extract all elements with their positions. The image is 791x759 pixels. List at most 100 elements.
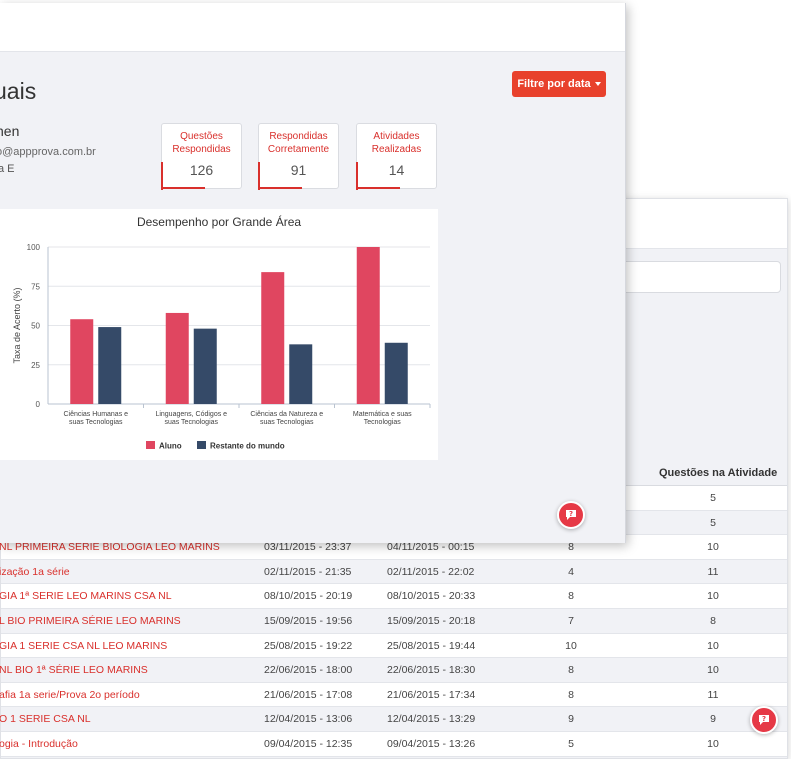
stat-card-questions-answered: Questões Respondidas 126 (161, 123, 242, 190)
performance-chart: Desempenho por Grande Área 0 25 50 75 100 Tax… (0, 209, 438, 460)
row-activity-name[interactable]: L BIO PRIMEIRA SÉRIE LEO MARINS (0, 614, 181, 627)
bar-restante-do-mundo (289, 344, 313, 404)
table-row[interactable]: afia 1a serie/Prova 2o período 21/06/2015… (0, 682, 787, 708)
legend-swatch (146, 441, 155, 449)
row-end-time: 08/10/2015 - 20:33 (387, 590, 476, 603)
row-activity-name[interactable]: afia 1a serie/Prova 2o período (0, 688, 140, 701)
filter-button-label: Filtre por data (517, 78, 591, 90)
row-start-time: 25/08/2015 - 19:22 (264, 639, 353, 652)
row-answered-count: 7 (568, 614, 574, 627)
stat-label-line1: Respondidas (269, 131, 328, 142)
bar-aluno (261, 272, 285, 404)
row-question-count: 10 (707, 590, 719, 603)
x-tick-label: Tecnologias (364, 419, 401, 426)
row-question-count: 8 (710, 614, 716, 627)
bar-restante-do-mundo (98, 327, 122, 404)
row-answered-count: 8 (568, 541, 574, 554)
row-start-time: 09/04/2015 - 12:35 (264, 737, 353, 750)
caret-down-icon (594, 82, 601, 86)
row-answered-count: 8 (568, 664, 574, 677)
y-tick-label: 50 (31, 322, 40, 331)
row-question-count: 5 (710, 516, 716, 529)
row-start-time: 03/11/2015 - 23:37 (264, 541, 352, 554)
table-row[interactable]: ização 1a série 02/11/2015 - 21:35 02/11/2… (0, 559, 787, 585)
svg-text:?: ? (569, 510, 573, 518)
row-activity-name[interactable]: ogia - Introdução (0, 737, 78, 750)
search-input[interactable] (621, 261, 781, 293)
row-end-time: 15/09/2015 - 20:18 (387, 614, 476, 627)
row-end-time: 02/11/2015 - 22:02 (387, 565, 475, 578)
row-start-time: 12/04/2015 - 13:06 (264, 713, 353, 726)
y-tick-label: 100 (27, 243, 41, 252)
row-answered-count: 9 (568, 713, 574, 726)
row-activity-name[interactable]: O 1 SERIE CSA NL (0, 713, 91, 726)
row-question-count: 9 (710, 713, 716, 726)
row-activity-name[interactable]: NL PRIMEIRA SERIE BIOLOGIA LEO MARINS (0, 541, 220, 554)
table-row[interactable]: L BIO PRIMEIRA SÉRIE LEO MARINS 15/09/201… (0, 608, 787, 634)
row-answered-count: 4 (568, 565, 574, 578)
y-axis-label: Taxa de Acerto (%) (12, 287, 22, 363)
stat-value: 91 (290, 162, 307, 178)
table-row[interactable]: NL BIO 1ª SÉRIE LEO MARINS 22/06/2015 - 1… (0, 658, 787, 683)
column-header-questions: Questões na Atividade (659, 467, 778, 479)
row-start-time: 02/11/2015 - 21:35 (264, 565, 352, 578)
stat-value: 126 (189, 162, 214, 178)
row-end-time: 12/04/2015 - 13:29 (387, 713, 476, 726)
x-tick-label: Ciências da Natureza e (250, 411, 323, 418)
row-question-count: 10 (707, 541, 719, 554)
table-row[interactable]: GIA 1ª SERIE LEO MARINS CSA NL 08/10/2015… (0, 584, 787, 609)
row-end-time: 22/06/2015 - 18:30 (387, 664, 476, 677)
row-question-count: 11 (707, 565, 719, 578)
filter-by-date-button[interactable]: Filtre por data (512, 71, 606, 97)
row-activity-name[interactable]: GIA 1 SERIE CSA NL LEO MARINS (0, 639, 168, 652)
table-row[interactable]: ogia - Introdução 09/04/2015 - 12:35 09/04… (0, 731, 787, 757)
stat-accent (356, 162, 358, 190)
bar-restante-do-mundo (193, 328, 217, 404)
row-answered-count: 8 (568, 590, 574, 603)
legend-label: Aluno (159, 442, 182, 451)
user-email: o@appprova.com.br (0, 146, 96, 158)
row-end-time: 04/11/2015 - 00:15 (387, 541, 475, 554)
help-chat-button[interactable]: ? (750, 706, 778, 734)
row-activity-name[interactable]: NL BIO 1ª SÉRIE LEO MARINS (0, 664, 148, 677)
row-question-count: 11 (707, 688, 719, 701)
stat-card-answered-correctly: Respondidas Corretamente 91 (258, 123, 339, 190)
row-activity-name[interactable]: ização 1a série (0, 565, 70, 578)
stat-label-line1: Questões (180, 131, 223, 142)
chat-question-icon: ? (759, 715, 769, 725)
x-tick-label: suas Tecnologias (260, 419, 314, 426)
svg-text:?: ? (762, 715, 766, 723)
stat-accent (356, 187, 400, 189)
y-tick-label: 75 (31, 282, 40, 291)
stat-accent (258, 162, 260, 190)
row-end-time: 21/06/2015 - 17:34 (387, 688, 476, 701)
stat-label-line2: Corretamente (267, 144, 330, 155)
table-row[interactable]: GIA 1 SERIE CSA NL LEO MARINS 25/08/2015 … (0, 633, 787, 659)
row-answered-count: 10 (565, 639, 577, 652)
legend-label: Restante do mundo (210, 442, 285, 451)
dashboard-header (0, 3, 625, 52)
stat-accent (161, 187, 205, 189)
row-answered-count: 8 (568, 688, 574, 701)
bar-aluno (70, 319, 94, 404)
dashboard-window: uais Filtre por data nen o@appprova.com.… (0, 3, 626, 543)
row-activity-name[interactable]: GIA 1ª SERIE LEO MARINS CSA NL (0, 590, 172, 603)
x-tick-label: Ciências Humanas e (63, 411, 128, 418)
y-tick-label: 25 (31, 361, 40, 370)
x-tick-label: suas Tecnologias (164, 419, 218, 426)
help-chat-button[interactable]: ? (557, 501, 585, 529)
row-question-count: 10 (707, 737, 719, 750)
row-question-count: 10 (707, 664, 719, 677)
chat-question-icon: ? (566, 510, 576, 520)
user-name: nen (0, 123, 20, 139)
row-end-time: 25/08/2015 - 19:44 (387, 639, 476, 652)
y-tick-label: 0 (36, 400, 41, 409)
row-start-time: 21/06/2015 - 17:08 (264, 688, 353, 701)
user-class: a E (0, 163, 15, 175)
row-start-time: 22/06/2015 - 18:00 (264, 664, 353, 677)
row-end-time: 09/04/2015 - 13:26 (387, 737, 476, 750)
stat-label-line1: Atividades (373, 131, 420, 142)
table-row[interactable]: O 1 SERIE CSA NL 12/04/2015 - 13:06 12/04/… (0, 707, 787, 732)
page-title: uais (0, 78, 37, 104)
stat-card-activities-done: Atividades Realizadas 14 (356, 123, 437, 190)
